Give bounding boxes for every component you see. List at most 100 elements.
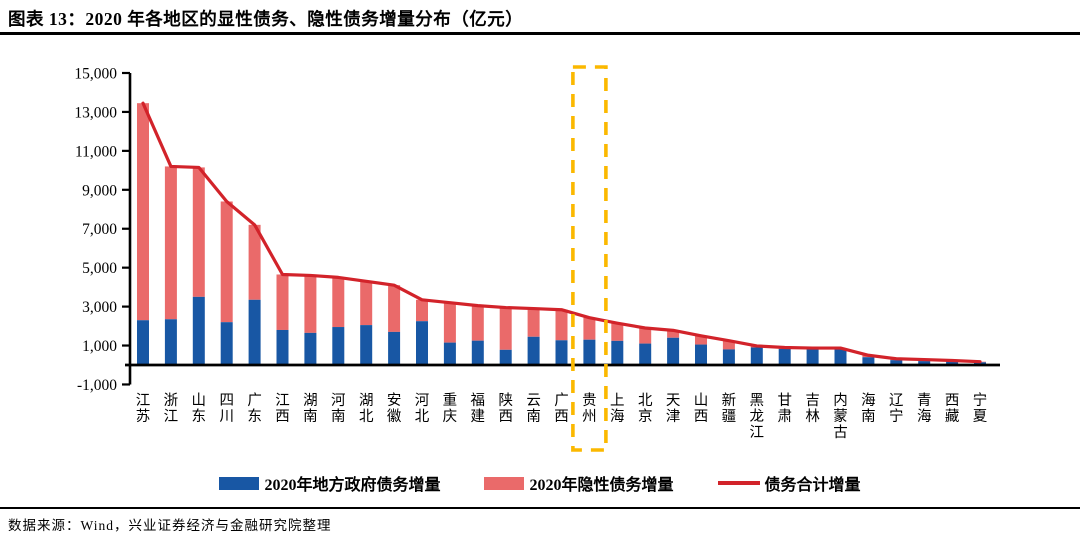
bar-hidden-广东 — [248, 224, 261, 300]
legend-swatch-explicit-debt — [219, 476, 260, 490]
x-label-浙江: 浙江 — [164, 392, 179, 425]
bar-explicit-北京 — [639, 343, 652, 365]
bar-hidden-湖南 — [304, 275, 317, 333]
bar-explicit-重庆 — [443, 342, 456, 365]
y-tick-label: 5,000 — [82, 260, 117, 277]
chart-legend: 2020年地方政府债务增量 2020年隐性债务增量 债务合计增量 — [0, 471, 1080, 495]
y-tick-label: 9,000 — [82, 182, 117, 199]
bar-explicit-山东 — [192, 296, 205, 365]
x-label-西藏: 西藏 — [945, 393, 960, 425]
bar-explicit-山西 — [695, 344, 707, 365]
x-label-安徽: 安徽 — [387, 392, 402, 425]
legend-swatch-total-line — [717, 481, 760, 485]
x-label-山西: 山西 — [694, 392, 709, 425]
bar-explicit-上海 — [611, 340, 624, 365]
x-label-河南: 河南 — [331, 392, 346, 425]
chart-title: 图表 13：2020 年各地区的显性债务、隐性债务增量分布（亿元） — [8, 9, 524, 29]
bar-explicit-安徽 — [388, 331, 401, 365]
bar-hidden-河南 — [332, 277, 345, 328]
bar-explicit-贵州 — [583, 339, 596, 365]
title-underline — [0, 32, 1080, 35]
bar-hidden-福建 — [471, 305, 484, 341]
bar-explicit-河北 — [416, 321, 428, 365]
bar-hidden-北京 — [639, 328, 652, 344]
bar-explicit-陕西 — [499, 349, 512, 365]
bar-hidden-江苏 — [137, 103, 149, 321]
bar-explicit-福建 — [471, 340, 484, 365]
total-line — [141, 101, 982, 364]
bar-hidden-云南 — [527, 308, 540, 337]
bar-hidden-重庆 — [443, 302, 456, 343]
bar-hidden-广西 — [555, 309, 568, 341]
y-tick-label: -1,000 — [77, 377, 117, 394]
y-tick-label: 7,000 — [82, 221, 117, 238]
x-label-天津: 天津 — [666, 393, 681, 425]
bar-explicit-吉林 — [806, 349, 819, 365]
bar-explicit-江西 — [276, 329, 289, 365]
x-label-广东: 广东 — [247, 392, 262, 425]
bar-explicit-海南 — [862, 357, 875, 365]
bar-explicit-内蒙古 — [834, 348, 847, 365]
legend-item-explicit: 2020年地方政府债务增量 — [219, 471, 440, 495]
x-label-吉林: 吉林 — [805, 392, 820, 425]
x-label-青海: 青海 — [917, 392, 932, 425]
x-label-宁夏: 宁夏 — [973, 392, 988, 425]
x-label-贵州: 贵州 — [582, 392, 597, 425]
y-tick-label: 13,000 — [74, 104, 117, 121]
bar-explicit-甘肃 — [778, 348, 791, 365]
x-label-陕西: 陕西 — [498, 392, 513, 425]
bar-hidden-山东 — [192, 167, 205, 297]
legend-label-explicit-debt: 2020年地方政府债务增量 — [264, 477, 441, 494]
bar-explicit-四川 — [220, 322, 233, 365]
highlight-box-guizhou — [571, 65, 608, 452]
y-tick-label: 3,000 — [82, 299, 117, 316]
x-label-福建: 福建 — [471, 392, 486, 425]
x-label-云南: 云南 — [526, 393, 541, 425]
x-label-内蒙古: 内蒙古 — [833, 392, 848, 441]
bar-explicit-浙江 — [164, 319, 177, 365]
bar-explicit-辽宁 — [890, 360, 903, 365]
bar-explicit-云南 — [527, 336, 540, 365]
bar-explicit-青海 — [918, 361, 931, 365]
data-source-note: 数据来源：Wind，兴业证券经济与金融研究院整理 — [8, 518, 332, 533]
bar-hidden-陕西 — [499, 307, 512, 350]
legend-label-hidden-debt: 2020年隐性债务增量 — [529, 477, 674, 494]
bar-explicit-西藏 — [946, 361, 959, 365]
y-tick-label: 15,000 — [74, 66, 117, 83]
debt-chart: -1,000 1,000 3,000 5,000 7,000 9,000 11,000 13,… — [74, 65, 1000, 452]
x-label-河北: 河北 — [415, 392, 430, 425]
x-label-甘肃: 甘肃 — [777, 392, 792, 425]
x-label-山东: 山东 — [192, 392, 207, 425]
bar-explicit-湖南 — [304, 332, 317, 365]
bar-hidden-江西 — [276, 274, 289, 330]
bar-explicit-黑龙江 — [750, 347, 763, 365]
bar-hidden-新疆 — [722, 340, 735, 350]
x-label-新疆: 新疆 — [722, 392, 737, 425]
footer-divider — [0, 507, 1080, 509]
x-label-北京: 北京 — [638, 392, 653, 425]
y-tick-label: 1,000 — [82, 338, 117, 355]
bar-hidden-天津 — [667, 330, 680, 338]
legend-item-hidden: 2020年隐性债务增量 — [484, 471, 674, 495]
bar-explicit-江苏 — [137, 320, 149, 365]
bar-explicit-湖北 — [360, 325, 373, 365]
bar-hidden-浙江 — [164, 166, 177, 320]
x-label-辽宁: 辽宁 — [889, 392, 904, 425]
x-label-湖南: 湖南 — [303, 392, 318, 425]
bar-hidden-湖北 — [360, 281, 373, 326]
legend-item-total: 债务合计增量 — [717, 471, 861, 495]
x-label-上海: 上海 — [610, 392, 625, 425]
x-label-湖北: 湖北 — [359, 392, 374, 425]
x-label-四川: 四川 — [219, 393, 234, 425]
x-label-黑龙江: 黑龙江 — [750, 393, 765, 441]
bar-hidden-安徽 — [388, 285, 401, 332]
bar-explicit-广西 — [555, 340, 568, 365]
bar-hidden-河北 — [416, 299, 428, 322]
bar-explicit-新疆 — [722, 349, 735, 365]
bar-hidden-上海 — [611, 323, 624, 341]
x-label-广西: 广西 — [554, 392, 569, 425]
x-label-海南: 海南 — [861, 392, 876, 425]
bar-hidden-贵州 — [583, 317, 596, 340]
legend-label-total: 债务合计增量 — [764, 477, 861, 494]
x-label-江苏: 江苏 — [136, 392, 151, 425]
